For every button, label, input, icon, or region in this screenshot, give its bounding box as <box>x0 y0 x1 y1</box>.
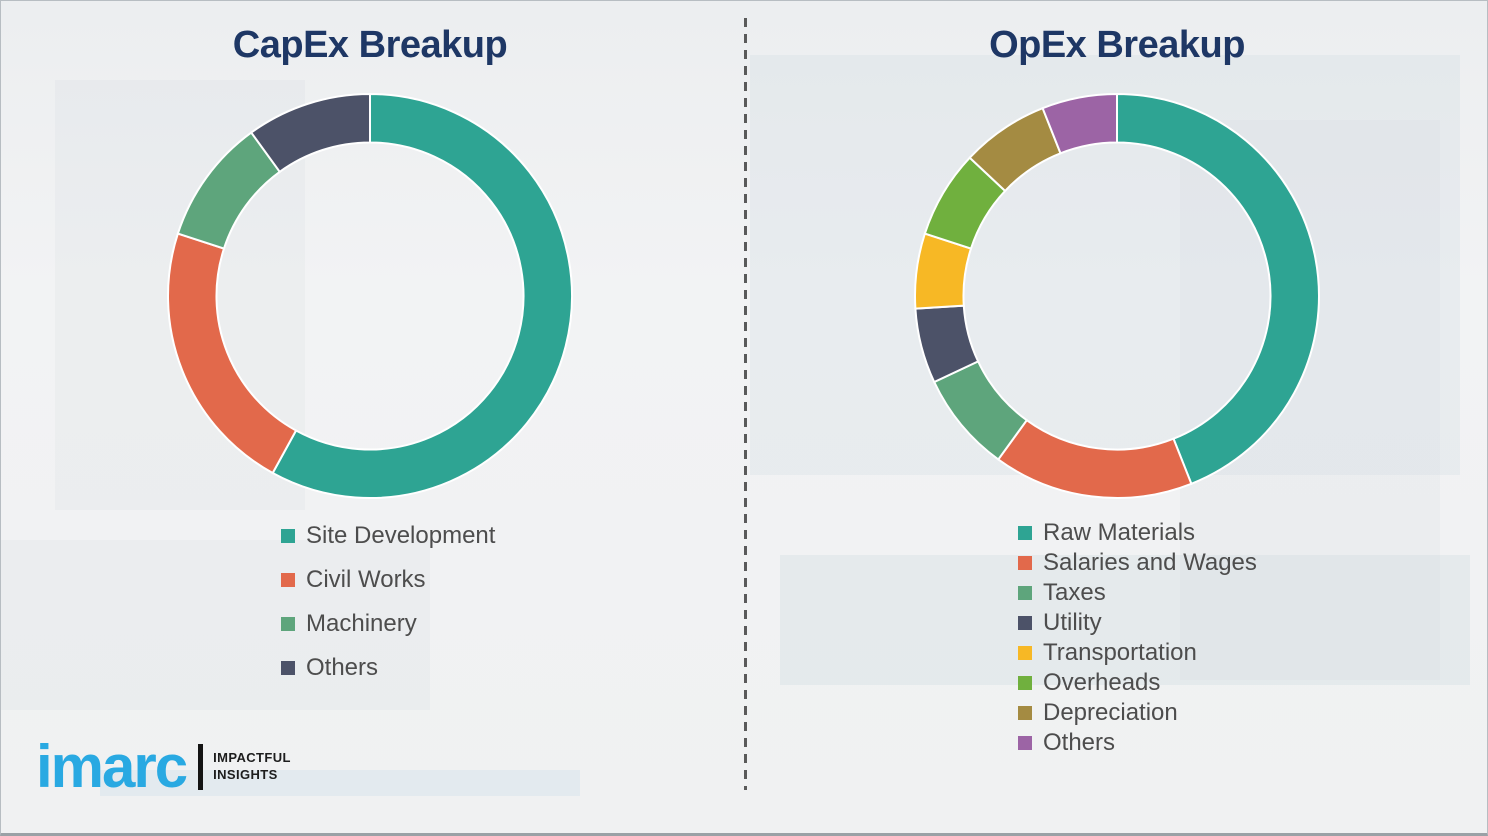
legend-item-others: Others <box>1018 728 1257 758</box>
capex-legend: Site Development Civil Works Machinery Othe… <box>281 514 495 690</box>
imarc-logo: imarc IMPACTFUL INSIGHTS <box>36 733 291 800</box>
legend-label: Depreciation <box>1043 699 1178 726</box>
opex-legend: Raw Materials Salaries and Wages Taxes Util… <box>1018 518 1257 758</box>
legend-swatch-others <box>281 661 295 675</box>
logo-tagline: IMPACTFUL INSIGHTS <box>213 750 291 784</box>
legend-swatch-overheads <box>1018 676 1032 690</box>
legend-label: Machinery <box>306 610 417 637</box>
legend-swatch-utility <box>1018 616 1032 630</box>
legend-swatch-depreciation <box>1018 706 1032 720</box>
legend-item-others: Others <box>281 646 495 690</box>
legend-swatch-taxes <box>1018 586 1032 600</box>
donut-segment-site-development <box>271 92 574 499</box>
legend-label: Salaries and Wages <box>1043 549 1257 576</box>
legend-label: Transportation <box>1043 639 1197 666</box>
legend-item-civil-works: Civil Works <box>281 558 495 602</box>
logo-divider-bar <box>198 744 204 790</box>
legend-label: Others <box>306 654 379 681</box>
donut-segment-salaries-and-wages <box>996 418 1193 499</box>
donut-segment-raw-materials <box>1116 92 1320 486</box>
vertical-dashed-divider <box>744 18 747 790</box>
donut-segment-others <box>249 92 371 174</box>
legend-label: Taxes <box>1043 579 1106 606</box>
legend-label: Raw Materials <box>1043 519 1196 546</box>
logo-tagline-line1: IMPACTFUL <box>213 750 291 766</box>
legend-item-raw-materials: Raw Materials <box>1018 518 1257 548</box>
legend-item-overheads: Overheads <box>1018 668 1257 698</box>
donut-segment-others <box>1041 92 1118 155</box>
legend-label: Others <box>1043 729 1116 756</box>
legend-item-salaries-and-wages: Salaries and Wages <box>1018 548 1257 578</box>
capex-donut-chart <box>167 92 574 499</box>
logo-tagline-line2: INSIGHTS <box>213 767 278 782</box>
legend-item-site-development: Site Development <box>281 514 495 558</box>
opex-donut-chart <box>914 92 1320 499</box>
legend-swatch-others <box>1018 736 1032 750</box>
imarc-logo-wordmark: imarc <box>36 733 188 800</box>
legend-label: Overheads <box>1043 669 1161 696</box>
donut-segment-civil-works <box>167 232 298 475</box>
legend-swatch-salaries-and-wages <box>1018 556 1032 570</box>
legend-swatch-raw-materials <box>1018 526 1032 540</box>
legend-swatch-transportation <box>1018 646 1032 660</box>
legend-item-machinery: Machinery <box>281 602 495 646</box>
legend-item-transportation: Transportation <box>1018 638 1257 668</box>
legend-item-depreciation: Depreciation <box>1018 698 1257 728</box>
legend-swatch-machinery <box>281 617 295 631</box>
legend-label: Site Development <box>306 522 496 549</box>
legend-swatch-site-development <box>281 529 295 543</box>
legend-label: Utility <box>1043 609 1102 636</box>
opex-chart-title: OpEx Breakup <box>989 24 1245 66</box>
legend-label: Civil Works <box>306 566 426 593</box>
legend-swatch-civil-works <box>281 573 295 587</box>
legend-item-taxes: Taxes <box>1018 578 1257 608</box>
legend-item-utility: Utility <box>1018 608 1257 638</box>
capex-chart-title: CapEx Breakup <box>232 24 508 66</box>
